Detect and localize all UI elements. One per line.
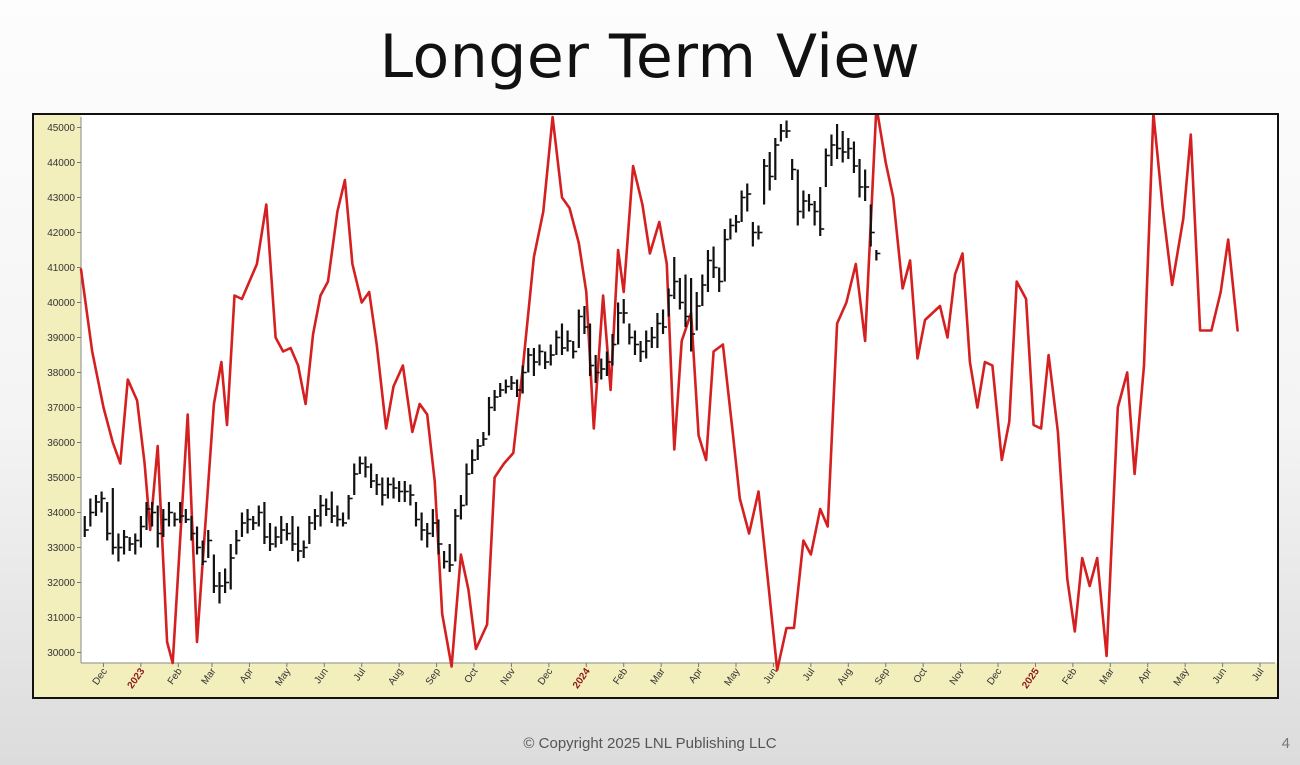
y-tick-label: 41000 <box>47 263 75 274</box>
slide-page-number: 4 <box>1281 735 1290 752</box>
chart-frame: 30000 31000 32000 33000 34000 35000 36000 37000… <box>32 113 1279 699</box>
y-tick-label: 38000 <box>47 368 75 379</box>
chart-canvas: 30000 31000 32000 33000 34000 35000 36000 37000… <box>34 115 1277 697</box>
red-line-series <box>79 115 1239 672</box>
y-axis-panel <box>34 115 81 697</box>
y-tick-label: 36000 <box>47 438 75 449</box>
y-tick-label: 34000 <box>47 508 75 519</box>
y-tick-label: 39000 <box>47 333 75 344</box>
y-tick-label: 40000 <box>47 298 75 309</box>
y-tick-label: 31000 <box>47 613 75 624</box>
y-tick-label: 30000 <box>47 648 75 659</box>
y-tick-label: 43000 <box>47 193 75 204</box>
y-tick-label: 44000 <box>47 158 75 169</box>
slide-title: Longer Term View <box>379 22 921 92</box>
y-tick-label: 42000 <box>47 228 75 239</box>
y-tick-label: 33000 <box>47 543 75 554</box>
x-axis-panel <box>34 663 1277 697</box>
y-tick-label: 32000 <box>47 578 75 589</box>
y-tick-label: 37000 <box>47 403 75 414</box>
copyright-footer: © Copyright 2025 LNL Publishing LLC <box>523 735 777 752</box>
y-tick-label: 35000 <box>47 473 75 484</box>
y-tick-label: 45000 <box>47 123 75 134</box>
